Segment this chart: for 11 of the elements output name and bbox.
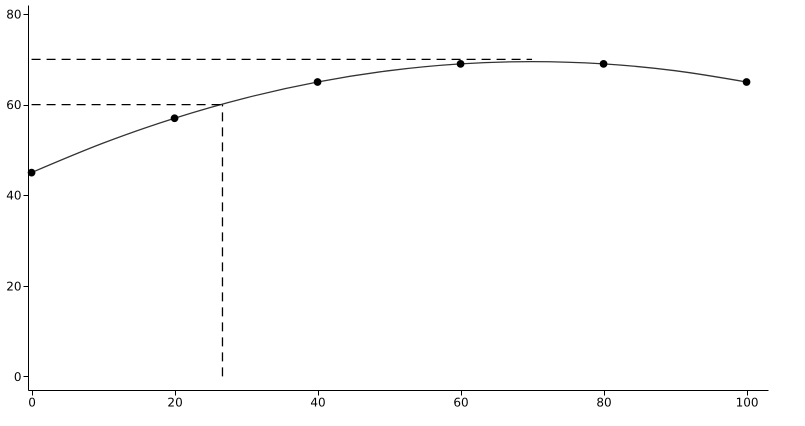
x-tick-label: 20 — [167, 396, 183, 410]
x-tick-label: 60 — [453, 396, 469, 410]
x-tick-label: 80 — [596, 396, 612, 410]
y-tick-label: 20 — [6, 279, 22, 294]
y-tick-label: 40 — [6, 188, 22, 203]
x-tick-label: 100 — [736, 396, 759, 410]
x-tick-label: 40 — [310, 396, 326, 410]
x-tick-label: 0 — [28, 396, 36, 410]
y-tick-label: 60 — [6, 98, 22, 112]
y-tick-label: 0 — [14, 370, 22, 384]
y-tick-label: 80 — [6, 8, 22, 22]
